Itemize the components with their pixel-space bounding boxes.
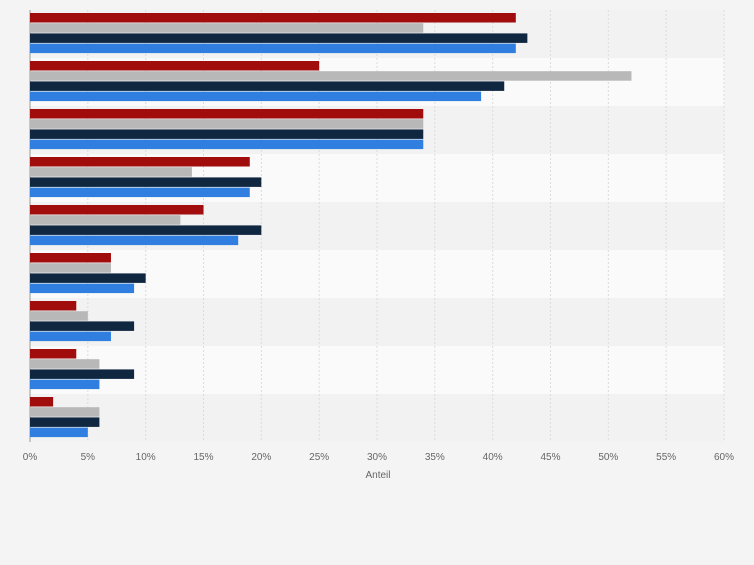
bar[interactable] bbox=[30, 205, 204, 215]
bar[interactable] bbox=[30, 81, 505, 91]
bar[interactable] bbox=[30, 139, 424, 150]
bar[interactable] bbox=[30, 369, 135, 379]
x-tick-label: 10% bbox=[136, 452, 156, 463]
bar[interactable] bbox=[30, 311, 88, 321]
bar[interactable] bbox=[30, 187, 250, 198]
bar[interactable] bbox=[30, 359, 100, 369]
x-tick-label: 5% bbox=[81, 452, 96, 463]
bar[interactable] bbox=[30, 427, 88, 438]
x-tick-label: 0% bbox=[23, 452, 38, 463]
bar[interactable] bbox=[30, 129, 424, 139]
bar[interactable] bbox=[30, 61, 320, 71]
x-tick-label: 45% bbox=[540, 452, 560, 463]
bar[interactable] bbox=[30, 23, 424, 33]
x-tick-label: 20% bbox=[251, 452, 271, 463]
bar[interactable] bbox=[30, 283, 135, 294]
bar[interactable] bbox=[30, 33, 528, 43]
bar[interactable] bbox=[30, 349, 77, 359]
bars bbox=[30, 13, 632, 438]
bar[interactable] bbox=[30, 273, 146, 283]
bar[interactable] bbox=[30, 235, 239, 246]
bar[interactable] bbox=[30, 379, 100, 390]
x-tick-label: 50% bbox=[598, 452, 618, 463]
bar[interactable] bbox=[30, 13, 516, 23]
bar[interactable] bbox=[30, 71, 632, 81]
bar[interactable] bbox=[30, 397, 54, 407]
bar[interactable] bbox=[30, 225, 262, 235]
bar[interactable] bbox=[30, 263, 111, 273]
bar[interactable] bbox=[30, 177, 262, 187]
bar[interactable] bbox=[30, 301, 77, 311]
bar[interactable] bbox=[30, 215, 181, 225]
bar[interactable] bbox=[30, 407, 100, 417]
bar[interactable] bbox=[30, 119, 424, 129]
x-tick-label: 30% bbox=[367, 452, 387, 463]
bar[interactable] bbox=[30, 321, 135, 331]
bar[interactable] bbox=[30, 417, 100, 427]
x-tick-label: 40% bbox=[483, 452, 503, 463]
bar[interactable] bbox=[30, 157, 250, 167]
bar[interactable] bbox=[30, 331, 111, 342]
bar[interactable] bbox=[30, 109, 424, 119]
x-tick-label: 55% bbox=[656, 452, 676, 463]
x-tick-label: 35% bbox=[425, 452, 445, 463]
x-tick-label: 60% bbox=[714, 452, 734, 463]
x-tick-labels: 0% 5% 10% 15% 20% 25% 30% 35% 40% 45% 50% 55% 60% bbox=[23, 452, 734, 463]
bar[interactable] bbox=[30, 167, 192, 177]
x-tick-label: 15% bbox=[193, 452, 213, 463]
bar[interactable] bbox=[30, 253, 111, 263]
x-tick-label: 25% bbox=[309, 452, 329, 463]
bar[interactable] bbox=[30, 91, 482, 102]
bar[interactable] bbox=[30, 43, 516, 54]
x-axis-label: Anteil bbox=[365, 470, 390, 481]
